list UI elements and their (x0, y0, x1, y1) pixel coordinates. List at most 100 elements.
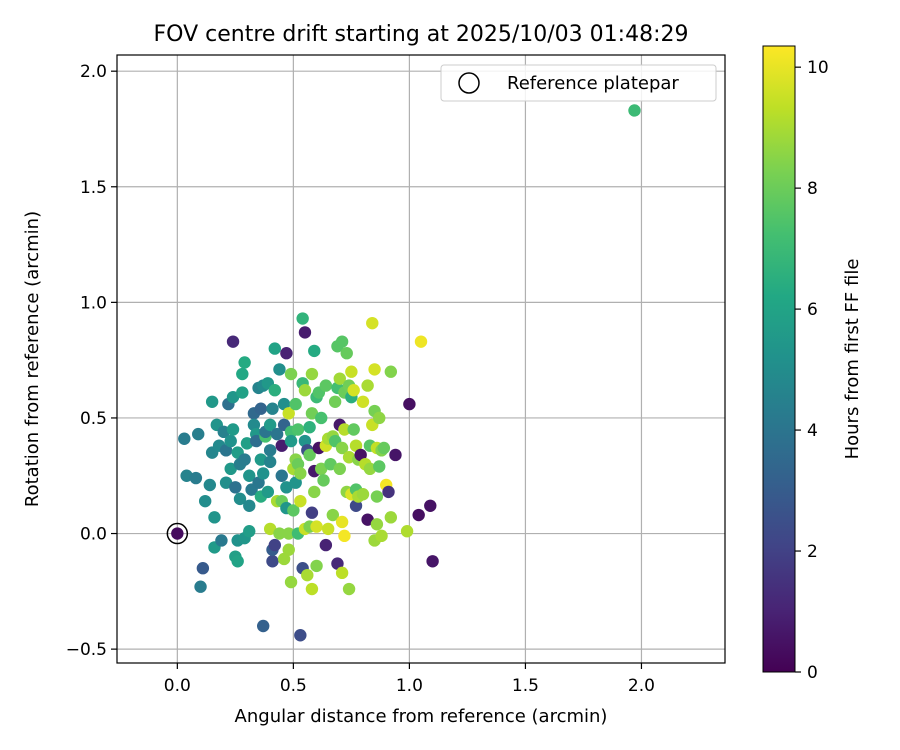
data-point (226, 423, 240, 436)
data-point (243, 469, 256, 482)
data-point (289, 476, 302, 489)
data-point (219, 476, 233, 489)
data-point (368, 363, 381, 376)
data-point (198, 494, 212, 508)
data-point (233, 492, 247, 506)
data-point (382, 485, 395, 499)
data-point (252, 476, 265, 489)
data-point (171, 527, 184, 540)
legend-box (440, 64, 717, 102)
data-point (194, 580, 207, 593)
data-point (400, 525, 414, 538)
legend-marker (458, 72, 480, 94)
data-point (215, 534, 228, 547)
data-point (340, 347, 353, 360)
data-point (254, 402, 268, 415)
data-point (335, 441, 349, 455)
data-point (280, 347, 293, 360)
data-point (319, 538, 333, 552)
data-point (205, 395, 219, 408)
data-point (305, 506, 319, 519)
data-point (284, 575, 298, 589)
data-point (282, 407, 295, 420)
data-point (275, 439, 288, 452)
data-point (370, 518, 384, 531)
x-tick-label: 1.0 (396, 676, 423, 696)
data-point (296, 312, 309, 325)
grid-lines (117, 55, 725, 663)
data-point (389, 448, 402, 462)
data-point (375, 529, 388, 543)
data-point (256, 619, 270, 633)
data-point (289, 397, 302, 411)
data-point (366, 316, 379, 330)
x-tick-label: 0.0 (164, 676, 191, 696)
data-point (338, 529, 351, 543)
data-point (256, 467, 270, 480)
data-point (287, 504, 300, 517)
data-point (217, 425, 230, 439)
colorbar-tick-label: 4 (807, 421, 818, 441)
data-point (263, 455, 277, 469)
colorbar-tick-label: 0 (807, 663, 818, 683)
data-point (294, 629, 307, 642)
data-point (342, 582, 356, 596)
data-point (208, 511, 221, 524)
data-point (305, 367, 319, 381)
data-point (628, 104, 641, 117)
data-point (303, 420, 316, 434)
data-point (268, 384, 282, 397)
data-point (298, 326, 312, 339)
data-point (226, 390, 240, 404)
colorbar (762, 45, 796, 673)
data-point (263, 418, 277, 432)
x-axis-ticks: 0.0 0.5 1.0 1.5 2.0 (164, 663, 655, 696)
x-tick-label: 2.0 (628, 676, 655, 696)
data-point (284, 434, 298, 448)
data-point (328, 395, 342, 408)
data-point (310, 520, 323, 533)
data-point (414, 335, 428, 348)
data-point (240, 437, 254, 450)
data-point (238, 453, 251, 466)
data-point (266, 402, 279, 415)
data-point (294, 494, 307, 508)
data-point (319, 379, 333, 392)
data-point (315, 462, 328, 476)
data-point (268, 342, 282, 355)
data-point (384, 511, 398, 524)
data-point (226, 335, 240, 348)
y-axis-label: Rotation from reference (arcmin) (22, 211, 43, 507)
y-tick-label: 2.0 (80, 62, 107, 82)
data-point (280, 481, 293, 494)
data-point (384, 365, 398, 378)
data-point (243, 499, 256, 512)
data-point (303, 448, 316, 462)
data-point (268, 538, 282, 552)
data-point (373, 460, 386, 473)
data-point (250, 434, 263, 448)
x-axis-label: Angular distance from reference (arcmin) (235, 706, 608, 727)
data-point (361, 513, 374, 526)
data-point (321, 522, 335, 536)
data-point (298, 384, 312, 397)
colorbar-label: Hours from first FF file (842, 259, 863, 460)
x-tick-label: 0.5 (280, 676, 307, 696)
data-point (333, 462, 346, 476)
data-point (305, 407, 319, 420)
data-point (231, 555, 244, 568)
data-point (335, 566, 349, 580)
y-tick-label: 0.0 (80, 525, 107, 545)
colorbar-ticks: 0 2 4 6 8 10 (795, 58, 829, 683)
colorbar-tick-label: 6 (807, 300, 818, 320)
data-point (347, 384, 360, 397)
data-point (331, 557, 344, 570)
y-tick-label: 1.5 (80, 178, 107, 198)
data-point (326, 508, 340, 522)
data-point (229, 481, 242, 494)
data-point (284, 367, 298, 381)
data-point (349, 439, 363, 452)
colorbar-tick-label: 2 (807, 542, 818, 562)
data-point (266, 555, 279, 568)
data-point (243, 525, 256, 538)
